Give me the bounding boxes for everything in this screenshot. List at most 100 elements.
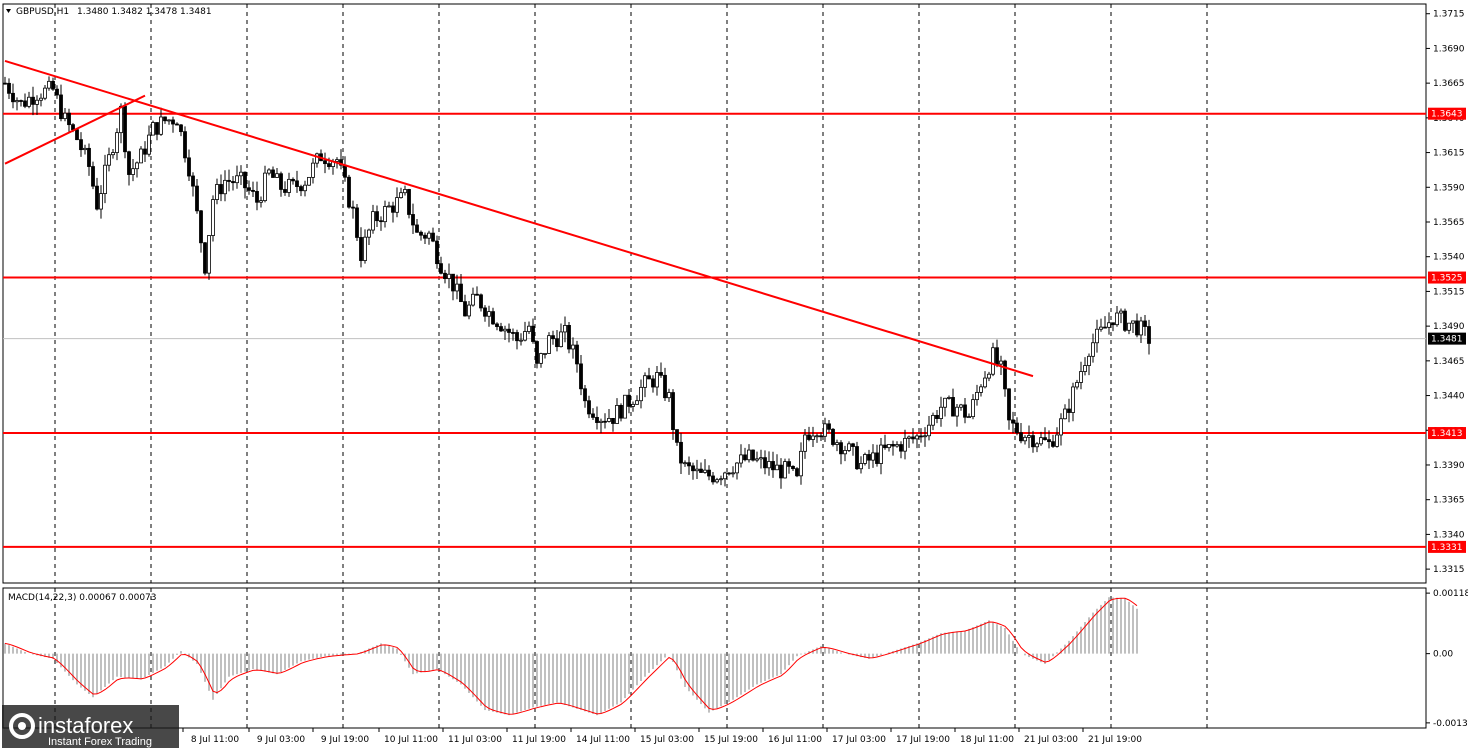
candle-body [71,124,75,131]
candle-body [419,231,423,236]
candle-body [251,189,255,192]
candle-body [699,468,703,473]
candle-body [559,331,563,348]
candle-body [619,404,623,419]
candle-body [283,189,287,193]
candle-body [139,148,143,164]
y-tick-label: 1.3365 [1433,496,1465,506]
candle-body [827,423,831,430]
candle-body [1103,326,1107,329]
candle-body [1127,322,1131,331]
x-tick-label: 15 Jul 03:00 [640,735,694,745]
candle-body [1107,322,1111,328]
candle-body [975,391,979,401]
candle-body [1051,441,1055,447]
candle-body [623,394,627,419]
candle-body [447,273,451,279]
candle-body [903,437,907,452]
candle-body [819,435,823,438]
y-tick-label: 1.3465 [1433,357,1465,367]
candle-body [311,162,315,178]
candle-body [423,234,427,239]
level-price-tag [1428,540,1466,553]
candle-body [575,344,579,365]
candle-body [487,311,491,317]
candle-body [927,424,931,437]
candle-body [615,404,619,424]
candle-body [1011,419,1015,424]
chart-menu-arrow-icon[interactable] [6,9,11,13]
candle-body [327,163,331,167]
candle-body [531,325,535,342]
candle-body [631,403,635,407]
candle-body [807,434,811,440]
level-price-tag [1428,427,1466,440]
candle-body [963,404,967,418]
candle-body [431,232,435,242]
y-tick-label: 1.3690 [1433,44,1465,54]
y-tick-label: 1.3340 [1433,530,1465,540]
candle-body [643,375,647,388]
level-price-label: 1.3331 [1431,543,1463,553]
candle-body [343,164,347,178]
candle-body [1119,310,1123,314]
candle-body [831,428,835,445]
candle-body [107,154,111,166]
y-tick-label: 1.3390 [1433,461,1465,471]
candle-body [747,449,751,461]
candle-body [435,240,439,265]
x-tick-label: 17 Jul 19:00 [896,735,950,745]
candle-body [415,224,419,233]
macd-label: MACD(14,22,3) 0.00067 0.00073 [8,593,157,603]
candle-body [839,442,843,455]
candle-body [899,444,903,452]
candle-body [635,400,639,405]
candle-body [703,469,707,473]
candle-body [695,468,699,472]
candle-body [835,442,839,445]
candle-body [411,214,415,226]
candle-body [339,159,343,166]
candle-body [259,200,263,203]
candle-body [167,119,171,122]
candle-body [387,205,391,208]
candle-body [1139,320,1143,336]
candle-body [47,80,51,89]
candle-body [127,151,131,175]
candle-body [879,444,883,464]
candle-body [883,444,887,449]
horizontal-levels [3,112,1426,548]
candle-body [399,192,403,199]
candle-body [495,323,499,327]
candle-body [1027,435,1031,438]
candle-body [1143,320,1147,327]
candle-body [687,462,691,467]
candle-body [823,423,827,437]
candle-body [799,450,803,477]
candle-body [1131,320,1135,324]
candle-body [151,122,155,136]
candle-body [1071,386,1075,413]
candle-body [355,207,359,238]
candle-body [27,96,31,107]
price-axis: 1.37151.36901.36651.36401.36151.35901.35… [1426,10,1468,729]
candle-body [351,206,355,209]
candle-body [579,363,583,390]
candle-body [871,452,875,461]
x-tick-label: 11 Jul 03:00 [448,735,502,745]
candle-body [551,335,555,340]
candle-body [847,443,851,451]
x-tick-label: 18 Jul 11:00 [960,735,1014,745]
trend-line [4,59,1034,378]
candle-body [599,420,603,423]
instaforex-logo: instaforex Instant Forex Trading [2,705,179,748]
candle-body [483,307,487,317]
candle-body [603,420,607,423]
candle-body [771,461,775,471]
candle-body [135,162,139,170]
level-price-tag [1428,107,1466,120]
candle-body [595,416,599,423]
grid-lines [54,4,1208,728]
candle-body [187,157,191,177]
